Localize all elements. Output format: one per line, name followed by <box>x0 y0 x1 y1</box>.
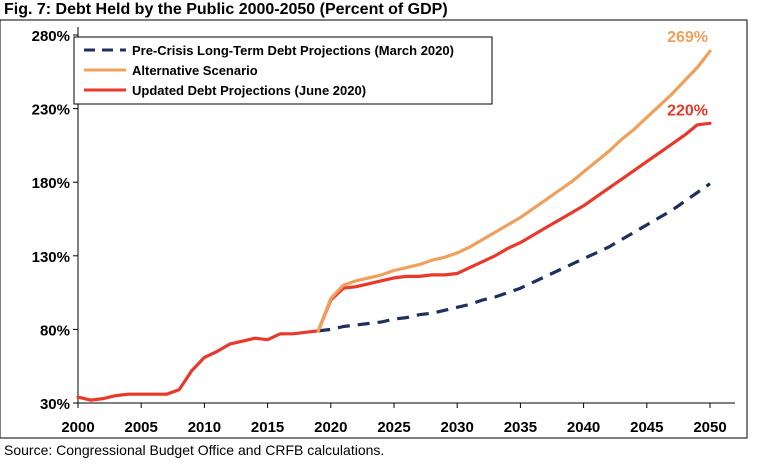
legend-label: Updated Debt Projections (June 2020) <box>132 83 366 98</box>
series-line <box>318 182 711 333</box>
y-tick-label: 230% <box>32 102 70 119</box>
tick-labels: 30% 80% 130% 180% 230% 280% 2000 2005 2010 2015 20… <box>32 28 727 436</box>
chart-frame <box>0 19 748 439</box>
series-line <box>76 121 712 402</box>
end-annotations: 269% 220% <box>667 29 708 119</box>
x-tick-label: 2030 <box>441 419 474 436</box>
x-tick-label: 2040 <box>567 419 600 436</box>
x-tick-label: 2045 <box>630 419 663 436</box>
figure-title: Fig. 7: Debt Held by the Public 2000-205… <box>4 1 448 18</box>
x-tick-label: 2005 <box>125 419 158 436</box>
x-tick-label: 2050 <box>693 419 726 436</box>
legend-label: Pre-Crisis Long-Term Debt Projections (M… <box>132 43 454 58</box>
y-tick-label: 180% <box>32 175 70 192</box>
axes <box>0 19 748 439</box>
x-tick-label: 2015 <box>251 419 284 436</box>
x-tick-label: 2000 <box>61 419 94 436</box>
end-value-label: 220% <box>667 102 708 119</box>
y-tick-label: 80% <box>40 322 70 339</box>
legend: Pre-Crisis Long-Term Debt Projections (M… <box>73 36 493 105</box>
series-lines <box>76 49 712 402</box>
y-tick-label: 280% <box>32 28 70 45</box>
series-line <box>316 49 712 333</box>
x-tick-label: 2025 <box>377 419 410 436</box>
x-tick-label: 2035 <box>504 419 537 436</box>
legend-box <box>73 36 493 105</box>
x-tick-label: 2010 <box>188 419 221 436</box>
legend-label: Alternative Scenario <box>132 63 258 78</box>
y-tick-label: 130% <box>32 249 70 266</box>
y-tick-label: 30% <box>40 396 70 413</box>
x-tick-label: 2020 <box>314 419 347 436</box>
end-value-label: 269% <box>667 29 708 46</box>
source-note: Source: Congressional Budget Office and … <box>4 442 385 458</box>
